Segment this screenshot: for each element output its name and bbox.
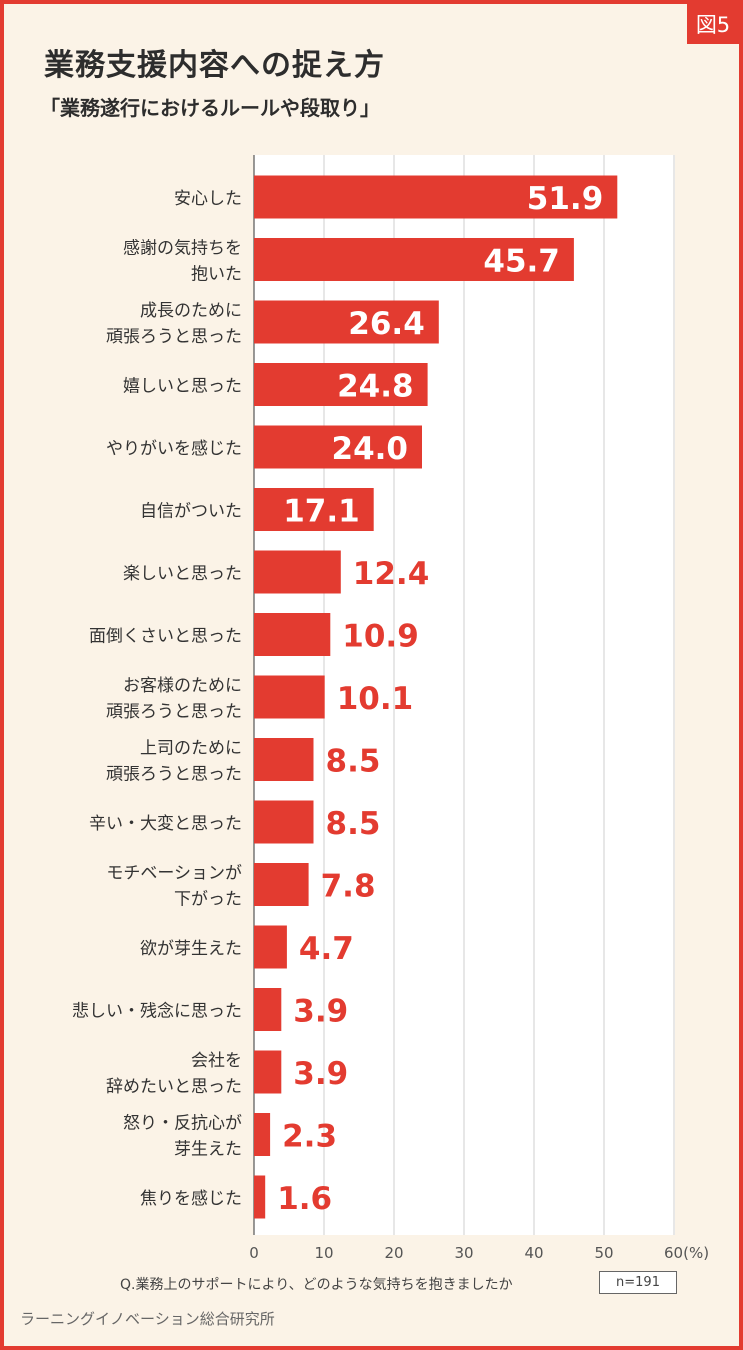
bar (254, 738, 314, 781)
bar-value-label: 8.5 (326, 744, 381, 780)
bar-value-label: 10.9 (342, 619, 419, 655)
bar (254, 1050, 282, 1094)
category-label: 自信がついた (140, 502, 242, 522)
category-label: やりがいを感じた (106, 439, 242, 459)
x-tick-label: 20 (384, 1244, 403, 1262)
category-label: 悲しい・残念に思った (72, 1001, 242, 1022)
bar-value-label: 1.6 (277, 1181, 332, 1217)
x-tick-label: 40 (524, 1244, 543, 1262)
category-label: 成長のために (140, 301, 242, 321)
bar (254, 675, 325, 719)
category-label: 抱いた (191, 265, 242, 285)
bar-value-label: 24.0 (332, 431, 409, 467)
survey-question: Q.業務上のサポートにより、どのような気持ちを抱きましたか (120, 1277, 513, 1293)
category-label: 会社を (191, 1051, 242, 1071)
x-tick-label: 10 (314, 1244, 333, 1262)
category-label: 面倒くさいと思った (89, 627, 242, 647)
bar (254, 300, 439, 344)
category-label: 楽しいと思った (123, 564, 242, 584)
bar-value-label: 26.4 (348, 306, 425, 342)
bar-value-label: 24.8 (337, 369, 414, 405)
bar (254, 925, 287, 969)
sample-size-badge: n=191 (599, 1271, 677, 1294)
bar (254, 363, 428, 406)
bar (254, 238, 574, 281)
bar (254, 425, 422, 469)
category-label: 怒り・反抗心が (123, 1114, 242, 1134)
bar-value-label: 8.5 (326, 806, 381, 842)
bar-value-label: 45.7 (483, 244, 560, 280)
bar (254, 613, 331, 656)
category-label: 頑張ろうと思った (106, 702, 242, 722)
bar (254, 488, 374, 531)
category-label: 安心した (174, 189, 242, 209)
category-label: 頑張ろうと思った (106, 327, 242, 347)
category-label: 辞めたいと思った (106, 1077, 242, 1097)
bar (254, 800, 314, 844)
bar (254, 1175, 266, 1219)
bar-value-label: 10.1 (337, 681, 414, 717)
x-tick-label: 30 (454, 1244, 473, 1262)
category-label: 下がった (174, 890, 242, 910)
bar-value-label: 2.3 (282, 1119, 337, 1155)
category-label: 辛い・大変と思った (89, 814, 242, 834)
bar-value-label: 51.9 (527, 181, 604, 217)
source-credit: ラーニングイノベーション総合研究所 (20, 1310, 275, 1328)
category-label: 焦りを感じた (140, 1189, 242, 1209)
category-label: 嬉しいと思った (123, 377, 242, 397)
bar-value-label: 17.1 (283, 494, 360, 530)
x-tick-label: 0 (249, 1244, 259, 1262)
category-label: 上司のために (140, 739, 242, 759)
bar-value-label: 3.9 (293, 994, 348, 1030)
chart-title: 業務支援内容への捉え方 (44, 48, 385, 83)
category-label: 欲が芽生えた (140, 939, 242, 959)
bar-value-label: 12.4 (353, 556, 430, 592)
bar (254, 175, 618, 219)
category-label: モチベーションが (106, 864, 242, 884)
x-tick-label: 50 (594, 1244, 613, 1262)
category-label: お客様のために (123, 676, 242, 696)
category-label: 芽生えた (174, 1140, 242, 1160)
bar-value-label: 7.8 (321, 869, 376, 905)
bar (254, 863, 309, 906)
figure-label: 図5 (687, 4, 739, 44)
bar (254, 988, 282, 1031)
chart-subtitle: 「業務遂行におけるルールや段取り」 (40, 96, 380, 120)
bar (254, 550, 341, 594)
bar (254, 1113, 271, 1156)
x-tick-label: 60(%) (664, 1244, 709, 1262)
category-label: 頑張ろうと思った (106, 765, 242, 785)
bar-value-label: 3.9 (293, 1056, 348, 1092)
category-label: 感謝の気持ちを (123, 239, 242, 259)
bar-value-label: 4.7 (299, 931, 354, 967)
